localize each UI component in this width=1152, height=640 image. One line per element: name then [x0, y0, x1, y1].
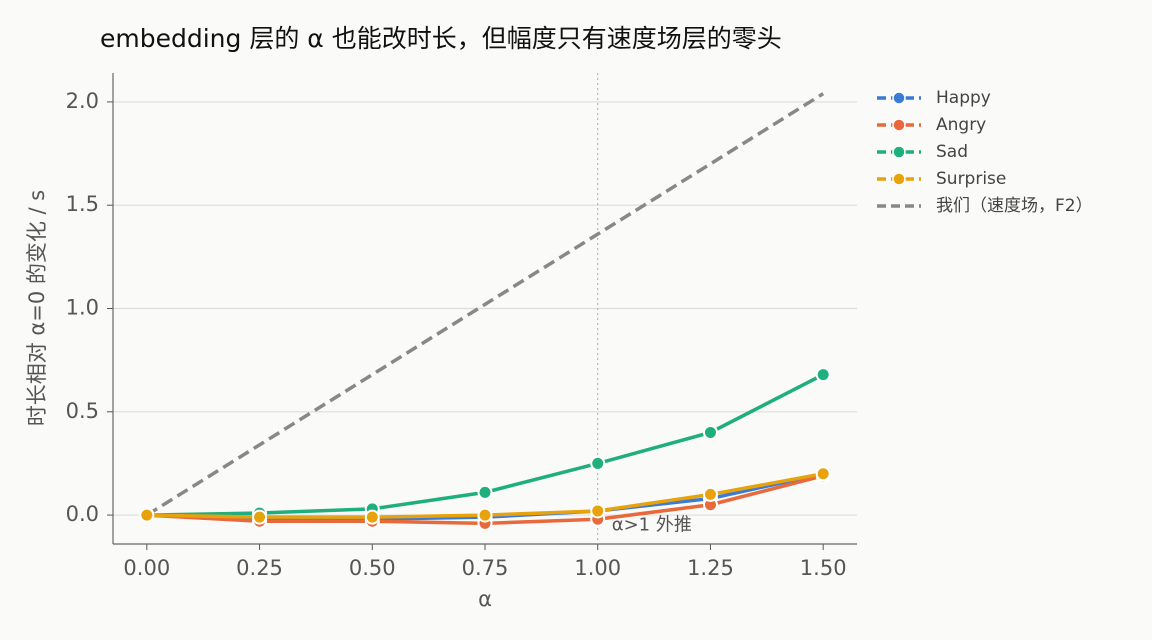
point [702, 486, 718, 502]
legend-label: Happy [936, 88, 991, 108]
y-axis-label: 时长相对 α=0 的变化 / s [25, 190, 49, 427]
annotation: α>1 外推 [612, 514, 692, 535]
point [364, 509, 380, 525]
point [815, 466, 831, 482]
x-tick-label: 1.25 [687, 556, 734, 580]
point [815, 367, 831, 383]
y-tick-label: 2.0 [66, 89, 99, 113]
y-tick-label: 1.0 [66, 296, 99, 320]
chart-title: embedding 层的 α 也能改时长，但幅度只有速度场层的零头 [100, 24, 782, 53]
series-line [145, 92, 825, 517]
x-tick-label: 1.50 [800, 556, 847, 580]
legend-marker [892, 145, 906, 159]
y-tick-label: 0.0 [66, 502, 99, 526]
x-axis-label: α [478, 587, 492, 611]
point [702, 424, 718, 440]
legend-label: Angry [936, 115, 986, 135]
legend-label: Surprise [936, 169, 1006, 189]
legend-label: 我们（速度场，F2） [936, 196, 1093, 216]
point [252, 509, 268, 525]
legend-label: Sad [936, 142, 968, 162]
x-tick-label: 0.00 [123, 556, 170, 580]
point [590, 455, 606, 471]
x-tick-label: 0.75 [462, 556, 509, 580]
point [477, 484, 493, 500]
legend-marker [892, 91, 906, 105]
legend-marker [892, 172, 906, 186]
y-tick-label: 0.5 [66, 399, 99, 423]
x-tick-label: 0.25 [236, 556, 283, 580]
point [477, 507, 493, 523]
x-tick-label: 1.00 [574, 556, 621, 580]
point [139, 507, 155, 523]
point [590, 503, 606, 519]
x-tick-label: 0.50 [349, 556, 396, 580]
legend-marker [892, 118, 906, 132]
y-tick-label: 1.5 [66, 192, 99, 216]
